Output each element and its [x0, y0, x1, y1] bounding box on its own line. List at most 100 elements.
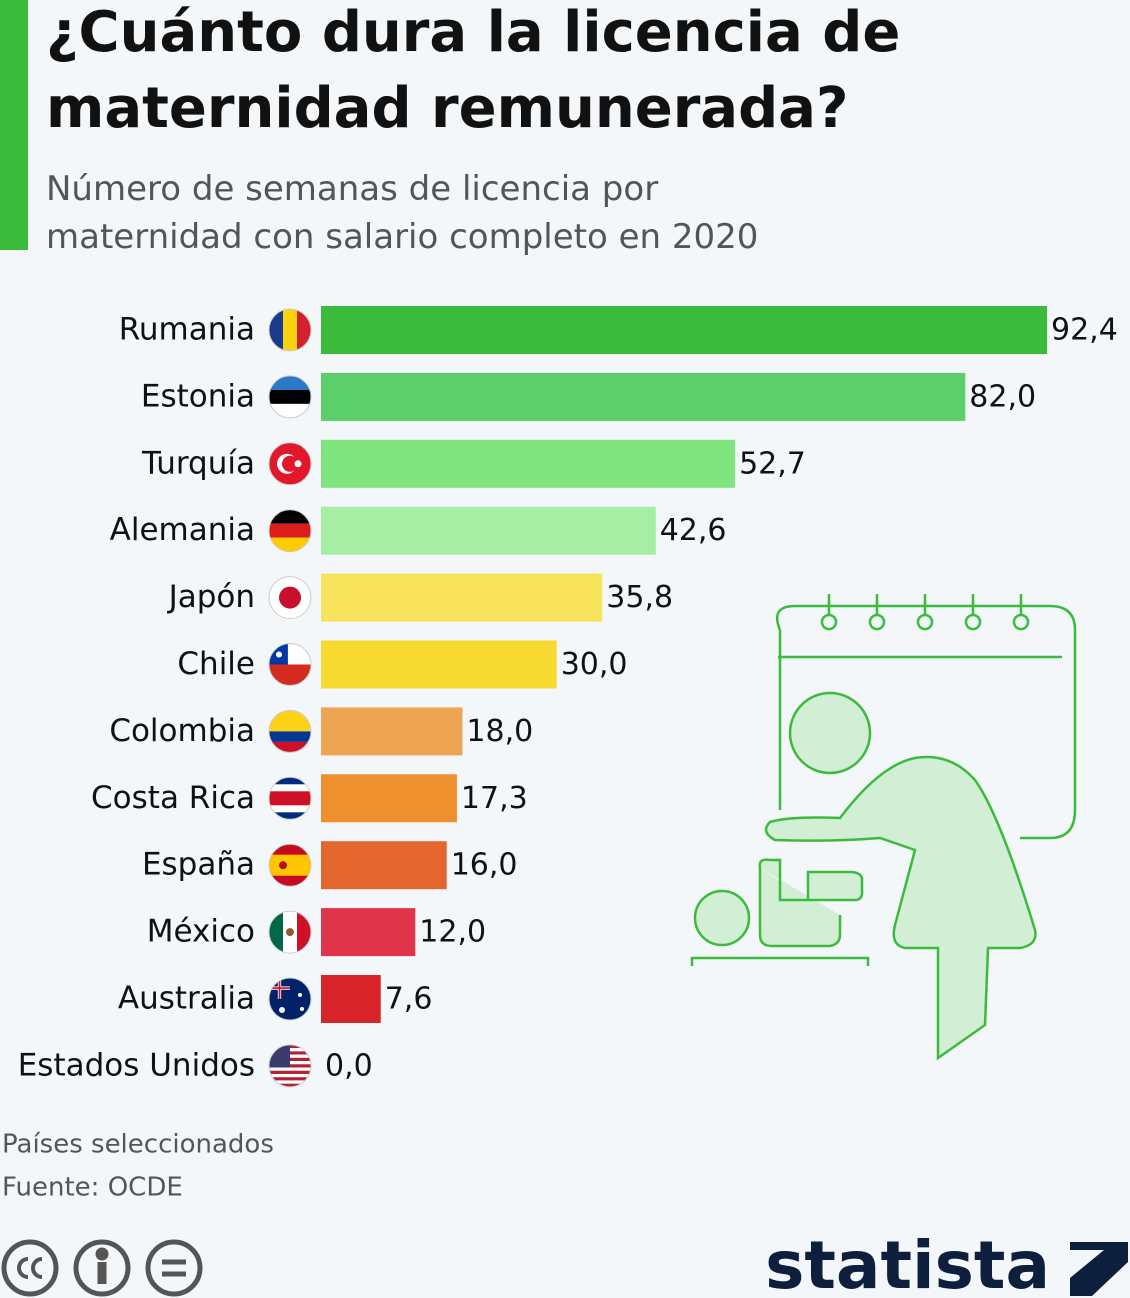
bar	[321, 439, 736, 488]
flag-part	[297, 309, 311, 351]
flag-border	[268, 509, 312, 553]
flag-part	[269, 741, 311, 753]
bar	[321, 908, 416, 957]
value-label: 7,6	[385, 982, 433, 1017]
flag-border	[268, 776, 312, 820]
bar	[321, 975, 381, 1023]
category-label: Estonia	[141, 378, 255, 414]
category-label: México	[147, 914, 255, 950]
category-label: Estados Unidos	[18, 1047, 255, 1083]
flag-part	[276, 651, 282, 658]
flag	[269, 844, 311, 887]
flag-part	[269, 1077, 311, 1081]
license-icons	[1, 1239, 203, 1297]
flag-part	[269, 403, 311, 418]
bar	[321, 372, 966, 421]
category-label: Colombia	[109, 713, 255, 749]
flag	[269, 375, 311, 418]
value-label: 30,0	[561, 647, 628, 682]
value-label: 18,0	[466, 714, 533, 749]
flag	[269, 710, 311, 753]
flag-part	[300, 1007, 304, 1011]
flag	[269, 442, 311, 485]
value-label: 82,0	[969, 379, 1036, 414]
flag-part	[298, 993, 302, 997]
title-line: ¿Cuánto dura la licencia de	[46, 0, 900, 65]
brand: statista	[765, 1227, 1050, 1298]
flag-part	[297, 911, 311, 954]
flag-part	[269, 978, 311, 1020]
chart-subtitle: Número de semanas de licencia por materni…	[46, 169, 758, 257]
flag-border	[268, 643, 312, 686]
flag-part	[283, 309, 297, 351]
flag-part	[269, 375, 311, 390]
brand-mark	[1070, 1242, 1128, 1296]
flag	[269, 576, 311, 619]
bar	[321, 506, 656, 555]
flag-part	[269, 1067, 311, 1071]
flag-part	[269, 664, 311, 686]
flag-part	[269, 537, 311, 552]
subtitle-line: Número de semanas de licencia por	[46, 169, 658, 209]
flag-part	[278, 978, 281, 999]
flag-border	[268, 308, 312, 352]
bar	[321, 707, 463, 756]
bar	[321, 573, 603, 622]
value-label: 16,0	[451, 848, 518, 883]
category-label: Costa Rica	[91, 780, 255, 816]
category-label: España	[142, 847, 255, 883]
flag-part	[269, 1070, 311, 1074]
flag-border	[268, 1044, 312, 1088]
category-label: Alemania	[110, 512, 255, 548]
flag-border	[268, 910, 312, 954]
flag-part	[269, 523, 311, 538]
flag-border	[268, 977, 312, 1021]
title-line: maternidad remunerada?	[46, 76, 848, 141]
bar	[321, 306, 1047, 354]
value-label: 17,3	[461, 781, 528, 816]
flag-part	[269, 731, 311, 742]
flag	[269, 978, 311, 1020]
flag-part	[279, 1007, 285, 1013]
flag-part	[269, 389, 311, 404]
flag-part	[269, 1080, 311, 1084]
flag-part	[269, 509, 311, 524]
flag-part	[294, 460, 302, 468]
bar	[321, 640, 557, 689]
category-label: Chile	[177, 646, 255, 682]
flag-part	[269, 1073, 311, 1078]
flag-part	[279, 586, 301, 609]
value-label: 92,4	[1051, 313, 1118, 348]
category-label: Turquía	[141, 445, 255, 481]
flag-border	[268, 375, 312, 419]
flag-part	[269, 309, 283, 351]
value-label: 52,7	[739, 446, 806, 481]
value-label: 12,0	[419, 915, 486, 950]
bar	[321, 774, 457, 823]
flag-part	[269, 791, 311, 806]
flag-part	[286, 928, 294, 937]
category-label: Rumania	[119, 312, 255, 348]
flag-part	[282, 455, 298, 472]
category-label: Japón	[167, 579, 255, 615]
flag	[269, 777, 311, 820]
value-label: 0,0	[325, 1048, 373, 1083]
source: Fuente: OCDE	[2, 1173, 183, 1203]
illustration	[690, 594, 1077, 1061]
flag-part	[269, 710, 311, 732]
flag-part	[269, 1083, 311, 1087]
category-label: Australia	[118, 981, 255, 1017]
flag-part	[279, 861, 287, 870]
subtitle-line: maternidad con salario completo en 2020	[46, 217, 758, 257]
flag-part	[269, 854, 311, 876]
chart-title: ¿Cuánto dura la licencia de maternidad re…	[46, 0, 900, 141]
value-label: 35,8	[606, 580, 673, 615]
flag-border	[268, 442, 312, 486]
flag	[269, 309, 311, 351]
flag-border	[268, 709, 312, 753]
accent-bar	[0, 0, 28, 250]
flag	[269, 643, 311, 686]
bar	[321, 841, 447, 890]
flag-border	[268, 576, 312, 620]
